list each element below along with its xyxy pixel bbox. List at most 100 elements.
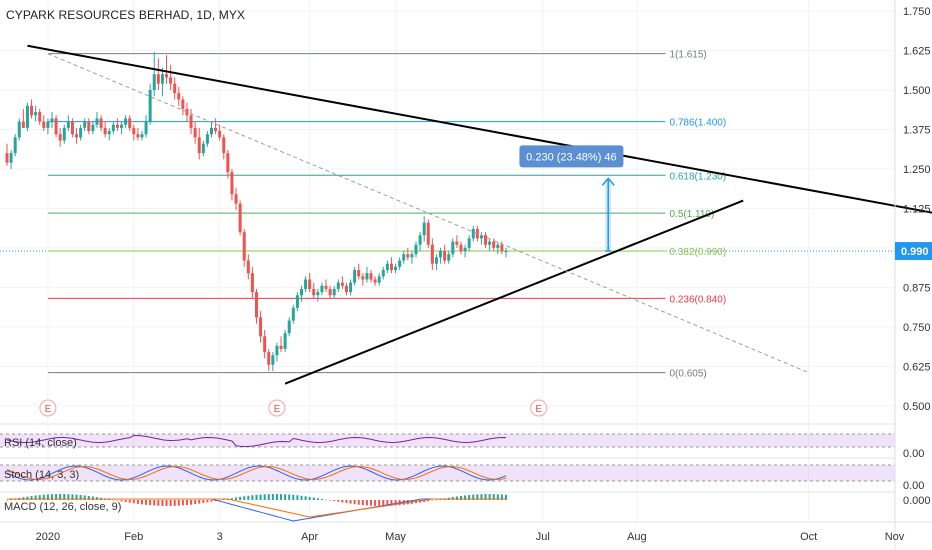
macd-histogram-bar <box>38 495 41 500</box>
candle-body <box>455 241 459 245</box>
candle-body <box>504 251 508 253</box>
candle-body <box>165 74 169 78</box>
candle-body <box>87 121 91 132</box>
candle-body <box>361 276 365 280</box>
macd-histogram-bar <box>480 494 483 500</box>
macd-histogram-bar <box>132 500 135 504</box>
macd-histogram-bar <box>210 500 213 502</box>
price-axis[interactable]: 0.00 0.00 0.000 1.750 1.625 1.500 1.375 1.250 1.… <box>894 0 932 550</box>
macd-histogram-bar <box>455 496 458 500</box>
candle-body <box>115 124 119 128</box>
candle-body <box>377 276 381 283</box>
macd-histogram-bar <box>284 494 287 500</box>
trendlines[interactable] <box>27 44 932 385</box>
candle-body <box>193 127 197 138</box>
candle-body <box>344 285 348 293</box>
candle-body <box>500 244 504 252</box>
candle-body <box>230 172 234 195</box>
macd-histogram-bar <box>394 500 397 506</box>
candle-body <box>197 137 201 154</box>
candle-body <box>201 143 205 154</box>
candle-body <box>299 288 303 296</box>
indicator-value: 0.000 <box>903 495 931 507</box>
candle-body <box>471 228 475 239</box>
macd-histogram-bar <box>120 500 123 502</box>
fib-level-label: 1(1.615) <box>669 50 706 61</box>
earnings-marker-label: E <box>535 404 542 415</box>
measure-label-box <box>519 145 624 168</box>
macd-histogram-bar <box>492 494 495 500</box>
macd-histogram-bar <box>83 495 86 500</box>
time-tick-label: Nov <box>885 531 905 543</box>
macd-histogram-bar <box>55 494 58 500</box>
macd-histogram-bar <box>292 494 295 500</box>
price-tick-label: 1.125 <box>903 203 931 215</box>
macd-histogram-bar <box>255 494 258 500</box>
candle-body <box>83 121 87 128</box>
candle-body <box>467 238 471 248</box>
candle-body <box>214 127 218 132</box>
macd-histogram-bar <box>230 498 233 500</box>
candle-body <box>91 124 95 132</box>
candle-body <box>189 115 193 128</box>
earnings-marker-label: E <box>45 404 52 415</box>
time-tick-label: Aug <box>627 531 647 543</box>
macd-histogram-bar <box>325 499 328 501</box>
macd-histogram-bar <box>6 500 8 501</box>
macd-histogram-bar <box>488 494 491 500</box>
candle-body <box>120 124 124 128</box>
macd-histogram-bar <box>235 497 238 500</box>
candle-body <box>426 222 430 245</box>
candle-body <box>430 244 434 264</box>
candle-body <box>279 345 283 349</box>
candle-body <box>365 273 369 280</box>
candle-body <box>385 263 389 270</box>
candle-body <box>308 279 312 289</box>
price-tick-label: 0.500 <box>903 401 931 413</box>
macd-histogram-bar <box>169 500 172 506</box>
price-tick-label: 0.875 <box>903 282 931 294</box>
macd-histogram-bar <box>275 494 278 500</box>
time-tick-label: Apr <box>301 531 318 543</box>
macd-histogram-bar <box>439 499 442 500</box>
macd-histogram-bar <box>165 500 168 506</box>
candle-body <box>95 118 99 125</box>
candle-body <box>13 137 17 154</box>
macd-histogram-bar <box>222 499 225 501</box>
triangle-trendline <box>284 199 744 385</box>
candle-body <box>414 244 418 255</box>
macd-histogram-bar <box>10 499 13 500</box>
macd-histogram-bar <box>496 494 499 500</box>
candle-body <box>79 127 83 138</box>
macd-histogram-bar <box>337 500 340 502</box>
indicator-label: MACD (12, 26, close, 9) <box>4 501 121 513</box>
macd-histogram-bar <box>341 500 344 503</box>
macd-histogram-bar <box>239 496 242 500</box>
macd-histogram-bar <box>435 499 438 501</box>
time-tick-label: Feb <box>124 531 143 543</box>
candle-body <box>402 254 406 261</box>
macd-histogram-bar <box>288 494 291 500</box>
candle-body <box>173 83 177 94</box>
macd-histogram-bar <box>128 500 131 503</box>
price-tick-label: 0.750 <box>903 322 931 334</box>
macd-signal-line <box>7 498 506 518</box>
candle-body <box>267 352 271 365</box>
price-tick-label: 1.625 <box>903 46 931 58</box>
candle-body <box>128 118 132 128</box>
candle-body <box>21 121 25 128</box>
earnings-marker <box>39 399 57 417</box>
macd-histogram-bar <box>365 500 368 506</box>
price-range-measure[interactable]: 0.230 (23.48%) 46 <box>519 145 624 252</box>
earnings-marker <box>268 399 286 417</box>
macd-histogram-bar <box>427 500 430 502</box>
indicator-label: RSI (14, close) <box>4 437 77 449</box>
time-axis[interactable]: NovDec2020Feb3AprMayJulAugOctNovDec <box>0 521 932 543</box>
candle-body <box>447 254 451 261</box>
candle-body <box>152 74 156 90</box>
candle-body <box>332 288 336 296</box>
macd-histogram-bar <box>108 499 111 500</box>
macd-histogram-bar <box>185 500 188 506</box>
